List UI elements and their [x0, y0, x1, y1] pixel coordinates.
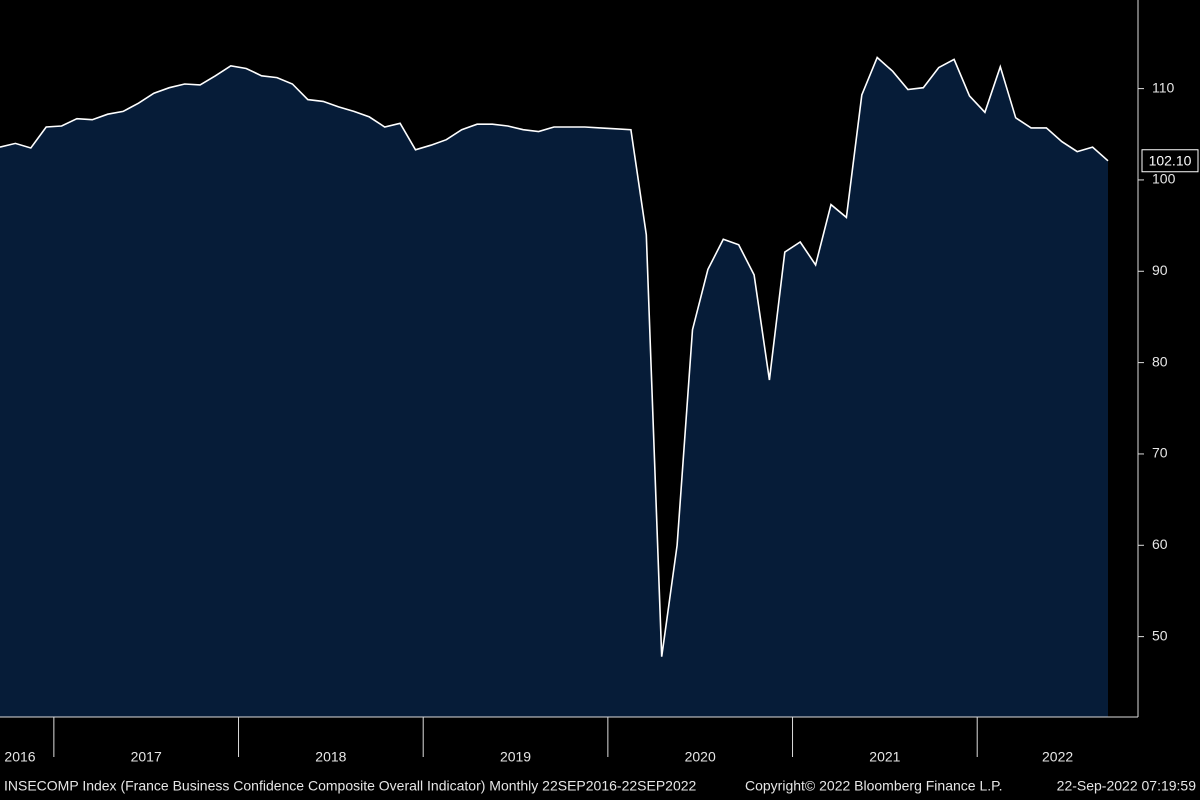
y-tick-label: 70 — [1152, 445, 1168, 461]
last-value-label: 102.10 — [1149, 152, 1192, 168]
y-tick-label: 100 — [1152, 171, 1176, 187]
line — [0, 56, 1109, 657]
area — [0, 57, 1108, 717]
last-value-box — [1141, 149, 1199, 173]
x-tick-label: 2020 — [685, 749, 716, 765]
timestamp: 22-Sep-2022 07:19:59 — [1057, 778, 1197, 794]
x-tick-label: 2017 — [131, 749, 162, 765]
x-tick-label: 2021 — [869, 749, 900, 765]
x-tick-label: 2018 — [315, 749, 346, 765]
source-note: INSECOMP Index (France Business Confiden… — [4, 778, 697, 794]
y-tick-label: 50 — [1152, 627, 1168, 643]
x-tick-label: 2019 — [500, 749, 531, 765]
y-tick-label: 80 — [1152, 353, 1168, 369]
copyright-note: Copyright© 2022 Bloomberg Finance L.P. — [745, 778, 1003, 794]
x-tick-label: 2022 — [1042, 749, 1073, 765]
y-tick-label: 110 — [1152, 79, 1175, 95]
y-tick-label: 90 — [1152, 262, 1168, 278]
y-tick-label: 60 — [1152, 536, 1168, 552]
x-tick-label: 2016 — [4, 749, 35, 765]
